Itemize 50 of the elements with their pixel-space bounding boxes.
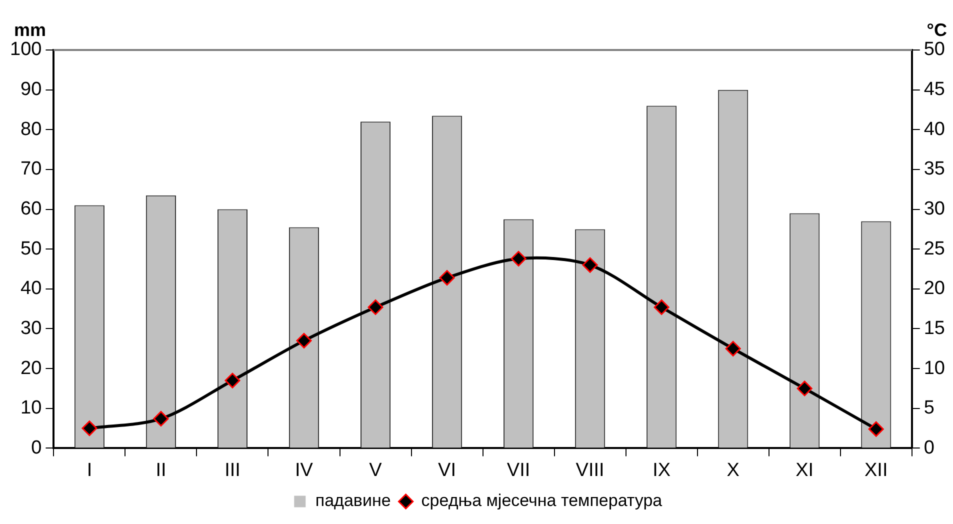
y2-tick-label: 45 xyxy=(924,79,946,100)
y2-axis-title: °C xyxy=(926,20,947,40)
y-tick-label: 0 xyxy=(31,437,42,458)
y2-tick-label: 25 xyxy=(924,238,946,260)
x-tick-label: III xyxy=(224,460,240,481)
x-tick-label: V xyxy=(369,460,382,481)
x-tick-label: IX xyxy=(652,460,671,481)
point xyxy=(296,332,312,348)
y2-tick-label: 40 xyxy=(924,118,946,140)
point xyxy=(725,340,741,356)
x-tick-label: X xyxy=(726,460,740,481)
y-tick-label: 90 xyxy=(20,79,42,100)
point xyxy=(654,299,670,315)
point xyxy=(796,380,812,396)
y-tick-label: 20 xyxy=(20,358,42,379)
point xyxy=(510,250,526,266)
y2-tick-label: 50 xyxy=(924,39,946,60)
x-tick-label: IV xyxy=(295,460,314,481)
x-tick-label: VI xyxy=(438,460,456,481)
y-tick-label: 50 xyxy=(20,238,42,260)
x-tick-label: XII xyxy=(864,460,888,481)
y-tick-label: 30 xyxy=(20,318,42,339)
point xyxy=(224,372,240,388)
legend-label: средња мјесечна температура xyxy=(421,491,663,510)
point xyxy=(368,299,384,315)
y-tick-label: 80 xyxy=(20,118,42,140)
y2-tick-label: 10 xyxy=(924,358,946,379)
x-tick-label: VIII xyxy=(576,460,604,481)
x-tick-label: XI xyxy=(796,460,814,481)
point xyxy=(582,257,598,273)
x-tick-label: VII xyxy=(506,460,530,481)
y-tick-label: 10 xyxy=(20,398,42,419)
y2-tick-label: 30 xyxy=(924,198,946,220)
y-tick-label: 100 xyxy=(10,39,42,60)
y2-tick-label: 5 xyxy=(924,398,934,419)
y2-tick-label: 35 xyxy=(924,158,946,180)
y-tick-label: 60 xyxy=(20,198,42,220)
x-tick-label: I xyxy=(86,460,92,481)
y-tick-label: 40 xyxy=(20,278,42,300)
y-axis-title: mm xyxy=(14,20,46,40)
x-tick-label: II xyxy=(156,460,166,481)
y2-tick-label: 20 xyxy=(924,278,946,300)
point xyxy=(82,420,98,436)
point xyxy=(868,421,884,437)
point xyxy=(153,410,169,426)
y2-tick-label: 15 xyxy=(924,318,946,339)
legend-label: падавине xyxy=(315,491,391,510)
point xyxy=(439,270,455,286)
y2-tick-label: 0 xyxy=(924,437,934,458)
y-tick-label: 70 xyxy=(20,158,42,180)
